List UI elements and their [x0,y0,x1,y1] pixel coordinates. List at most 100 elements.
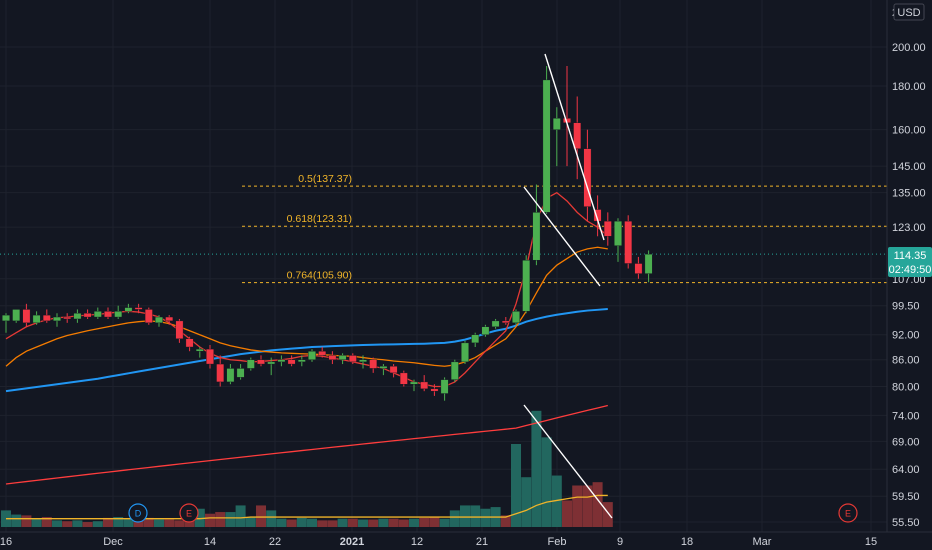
candle-body [369,359,378,369]
ma-line [6,494,608,520]
volume-bar [103,517,113,527]
volume-bar [602,502,613,527]
ma-line [5,246,608,367]
price-tick: 55.50 [892,517,920,529]
moving-averages [5,191,609,520]
fib-levels: 0.5(137.37) 0.618(123.31) 0.764(105.90) [242,173,887,284]
candle-body [206,348,214,365]
volume-bar [286,519,297,527]
candle-body [603,220,612,237]
countdown-label: 02:49:50 [889,264,932,276]
candle-body [410,381,418,385]
candle-body [165,316,174,322]
price-tick: 160.00 [892,125,926,137]
candle-body [430,388,439,392]
volume-bar [337,518,348,527]
event-circle [128,503,148,523]
volume-bar [541,437,552,527]
candle-body [399,372,408,385]
candle-body [195,348,204,352]
volume-bar [307,518,317,527]
trendline-lower [523,186,601,287]
time-tick: Dec [103,536,123,548]
candle-body [42,314,51,322]
volume-bar [143,517,154,527]
candle-body [155,316,163,324]
price-tick: 99.50 [892,301,920,313]
candle-body [461,342,469,363]
candle-body [614,220,622,246]
price-tick: 80.00 [892,382,920,394]
candle-body [512,311,520,324]
volume-bar [133,520,144,527]
volume-bar [562,500,572,527]
volume-bar [52,520,62,527]
event-marker: D [128,503,148,523]
candles[interactable] [2,66,653,401]
last-price-label: 114.35 [894,250,927,262]
volume-bar [398,519,409,527]
price-tick: 123.00 [892,222,926,234]
volume-bar [317,520,328,527]
volume-bar [531,410,542,527]
volume-bar [480,508,491,527]
candle-body [114,311,123,318]
volume-bar [296,517,307,527]
price-badge: 114.35 02:49:50 [888,247,932,277]
svg-text:USD: USD [897,7,920,19]
volume-bar [266,510,277,527]
volume-bar [358,519,368,527]
candle-body [634,263,643,274]
time-tick: 9 [617,536,623,548]
ma-line [5,308,608,393]
currency-button[interactable]: USD [893,3,925,21]
candle-body [73,313,82,320]
candle-body [471,334,480,344]
grid [0,0,887,532]
volume-bar [460,505,470,527]
time-tick: 15 [865,536,877,548]
volume-bar [245,517,256,527]
ma-line [5,404,608,485]
candle-body [542,79,551,213]
volume-bar [62,521,73,527]
candle-body [624,220,633,264]
candle-body [257,359,265,365]
volume-bar [368,519,379,527]
volume-bar [215,512,226,527]
candle-body [277,359,286,363]
volume-bar [449,510,460,527]
candle-body [359,359,367,363]
candle-body [522,259,531,312]
trendline-volume [523,404,613,519]
volume-bar [572,485,583,527]
candle-body [236,368,245,378]
event-letter: E [186,509,192,519]
volume-bar [327,520,338,527]
candle-body [104,311,112,318]
fib-label: 0.5(137.37) [298,173,352,185]
price-tick: 64.00 [892,464,920,476]
candle-body [134,307,143,310]
trendlines[interactable] [523,53,613,519]
candle-body [328,355,337,360]
volume-bar [123,518,134,527]
candle-body [246,359,255,369]
time-tick: Feb [548,536,567,548]
price-tick: 200.00 [892,42,926,54]
volume-bar [194,508,205,527]
price-tick: 145.00 [892,161,926,173]
volume-bar [31,518,42,527]
time-axis[interactable]: 16 Dec 14 22 2021 12 21 Feb 9 18 Mar 15 [0,536,877,548]
volume-bar [521,477,532,527]
event-marker: E [179,503,199,523]
volume-bar [500,515,511,527]
candle-body [83,313,92,318]
candle-body [53,316,61,322]
time-tick: 14 [204,536,216,548]
time-tick: 2021 [340,536,364,548]
candle-body [308,351,316,360]
volume-bar [72,520,83,527]
